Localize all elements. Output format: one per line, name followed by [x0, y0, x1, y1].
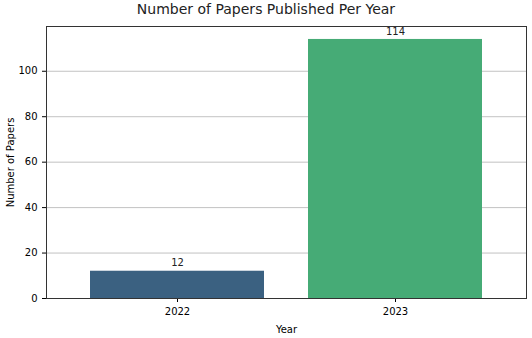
svg-text:12: 12: [171, 257, 184, 268]
svg-text:114: 114: [386, 26, 405, 37]
svg-text:2022: 2022: [165, 306, 190, 317]
svg-text:0: 0: [31, 293, 37, 304]
svg-text:100: 100: [18, 65, 37, 76]
svg-text:2023: 2023: [383, 306, 408, 317]
svg-text:40: 40: [25, 202, 38, 213]
svg-text:20: 20: [25, 247, 38, 258]
svg-text:Year: Year: [275, 324, 298, 335]
svg-text:60: 60: [25, 156, 38, 167]
html-text:Number of Papers Published Per: Number of Papers Published Per Year: [136, 1, 396, 17]
svg-text:Number of Papers: Number of Papers: [5, 118, 16, 208]
svg-text:80: 80: [25, 111, 38, 122]
